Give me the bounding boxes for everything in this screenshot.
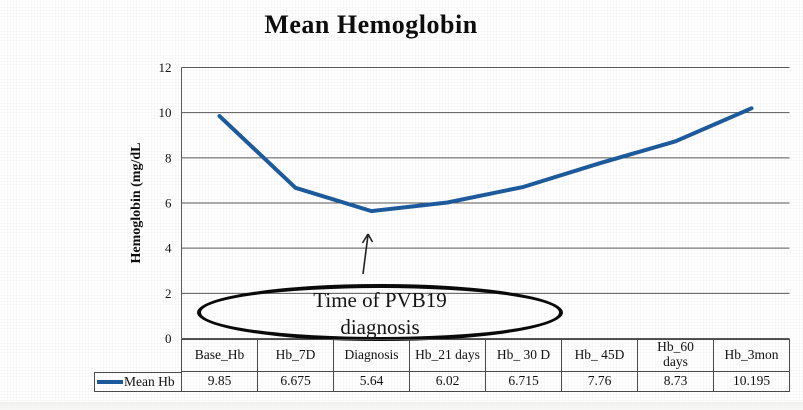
value-cell: 6.715 <box>486 371 562 392</box>
value-cell: 6.02 <box>410 371 486 392</box>
legend-series-label: Mean Hb <box>124 373 175 389</box>
value-cell: 8.73 <box>638 371 714 392</box>
up-arrow-icon <box>361 233 374 275</box>
category-header-cell: Hb_21 days <box>410 338 486 372</box>
category-header-cell: Hb_7D <box>258 338 334 372</box>
y-axis-title: Hemoglobin (mg/dL <box>129 142 144 264</box>
legend-cell: Mean Hb <box>94 371 182 392</box>
legend-line-swatch-icon <box>97 379 123 384</box>
y-tick-label: 2 <box>165 286 172 301</box>
value-cell: 7.76 <box>562 371 638 392</box>
y-tick-label: 12 <box>159 60 172 75</box>
category-header-cell: Hb_ 30 D <box>486 338 562 372</box>
category-header-cell: Hb_ 45D <box>562 338 638 372</box>
value-cell: 5.64 <box>334 371 410 392</box>
value-cell: 9.85 <box>181 371 258 392</box>
data-table-value-row: 9.85 6.675 5.64 6.02 6.715 7.76 8.73 10.195 <box>181 371 790 392</box>
annotation-line-1: Time of PVB19 <box>313 288 447 312</box>
y-tick-label: 6 <box>165 196 172 211</box>
category-header-cell: Hb_3mon <box>714 338 790 372</box>
category-header-cell: Hb_60 days <box>638 338 714 372</box>
value-cell: 6.675 <box>258 371 334 392</box>
annotation-label: Time of PVB19 diagnosis <box>230 287 530 341</box>
mean-hb-series-line <box>217 106 754 214</box>
y-tick-label: 0 <box>165 331 172 346</box>
value-cell: 10.195 <box>714 371 790 392</box>
y-tick-label: 4 <box>165 241 172 256</box>
chart-title: Mean Hemoglobin <box>264 10 478 39</box>
annotation-line-2: diagnosis <box>340 315 420 339</box>
category-header-cell: Base_Hb <box>181 338 258 372</box>
y-tick-label: 10 <box>159 105 172 120</box>
y-tick-label: 8 <box>165 150 172 165</box>
category-header-cell: Diagnosis <box>334 338 410 372</box>
slide-bottom-edge <box>0 402 803 410</box>
